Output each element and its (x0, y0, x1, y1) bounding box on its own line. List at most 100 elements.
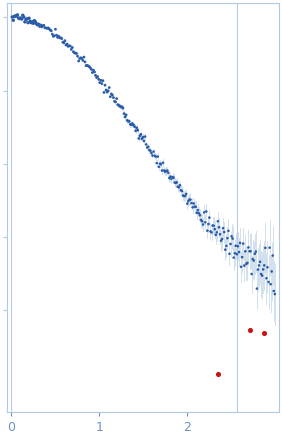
Point (101, 77, 105, 84)
Point (132, 123, 137, 130)
Point (243, 248, 248, 255)
Point (68, 42, 72, 49)
Point (25, 15, 29, 22)
Point (177, 184, 181, 191)
Point (74, 50, 79, 57)
Point (232, 254, 236, 261)
Point (127, 118, 131, 125)
Point (29, 19, 34, 26)
Point (87, 63, 91, 70)
Point (67, 42, 71, 49)
Point (220, 236, 224, 243)
Point (96, 76, 101, 83)
Point (50, 31, 54, 38)
Point (262, 330, 266, 337)
Point (141, 134, 145, 141)
Point (122, 110, 126, 117)
Point (86, 62, 91, 69)
Point (145, 144, 149, 151)
Point (269, 268, 274, 275)
Point (136, 135, 141, 142)
Point (33, 18, 38, 25)
Point (69, 46, 74, 53)
Point (106, 87, 111, 94)
Point (98, 79, 102, 86)
Point (184, 191, 188, 198)
Point (195, 209, 199, 216)
Point (222, 229, 226, 236)
Point (185, 200, 190, 207)
Point (266, 278, 271, 285)
Point (112, 98, 117, 105)
Point (157, 163, 161, 170)
Point (212, 222, 216, 229)
Point (72, 49, 77, 56)
Point (210, 222, 215, 229)
Point (239, 263, 243, 270)
Point (119, 103, 123, 110)
Point (221, 225, 225, 232)
Point (254, 248, 258, 255)
Point (73, 49, 78, 56)
Point (148, 147, 153, 154)
Point (168, 173, 173, 180)
Point (182, 193, 186, 200)
Point (55, 34, 60, 41)
Point (38, 21, 43, 28)
Point (88, 64, 92, 71)
Point (131, 121, 136, 128)
Point (139, 131, 143, 138)
Point (19, 16, 24, 23)
Point (264, 275, 269, 282)
Point (256, 266, 260, 273)
Point (212, 225, 217, 232)
Point (202, 209, 206, 216)
Point (162, 167, 166, 174)
Point (126, 118, 131, 125)
Point (173, 180, 178, 187)
Point (124, 111, 128, 118)
Point (196, 207, 200, 214)
Point (248, 327, 252, 334)
Point (26, 19, 30, 26)
Point (178, 182, 182, 189)
Point (216, 218, 220, 225)
Point (90, 69, 95, 76)
Point (250, 256, 255, 263)
Point (15, 11, 20, 18)
Point (91, 67, 96, 74)
Point (54, 32, 59, 39)
Point (143, 133, 147, 140)
Point (36, 21, 41, 28)
Point (64, 42, 68, 49)
Point (152, 152, 157, 159)
Point (175, 179, 179, 186)
Point (218, 231, 222, 238)
Point (258, 258, 262, 265)
Point (113, 98, 118, 105)
Point (232, 250, 237, 257)
Point (241, 240, 245, 247)
Point (39, 24, 44, 31)
Point (109, 90, 114, 97)
Point (270, 252, 275, 259)
Point (245, 259, 250, 266)
Point (169, 175, 174, 182)
Point (133, 127, 138, 134)
Point (259, 271, 263, 277)
Point (191, 200, 196, 207)
Point (52, 32, 57, 39)
Point (23, 18, 27, 25)
Point (46, 24, 50, 31)
Point (95, 73, 100, 80)
Point (206, 221, 211, 228)
Point (215, 371, 220, 378)
Point (130, 120, 135, 127)
Point (65, 41, 69, 48)
Point (246, 244, 251, 251)
Point (43, 24, 47, 31)
Point (247, 248, 252, 255)
Point (17, 15, 22, 22)
Point (237, 249, 241, 256)
Point (66, 43, 70, 50)
